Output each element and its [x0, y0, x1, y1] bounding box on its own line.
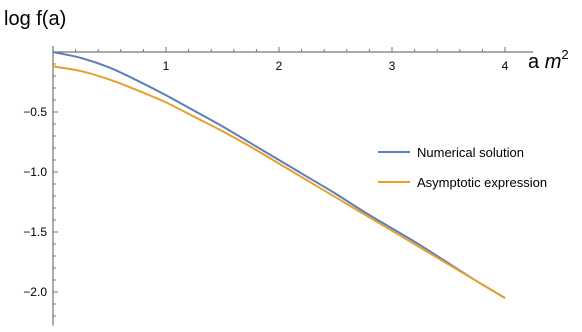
y-tick-label: −1.5 — [23, 225, 47, 239]
x-tick-label: 1 — [163, 59, 170, 73]
x-tick-label: 2 — [276, 59, 283, 73]
legend: Numerical solution Asymptotic expression — [378, 145, 547, 190]
x-tick-label: 4 — [502, 59, 509, 73]
x-axis-title-prefix: a — [528, 51, 545, 73]
legend-label: Numerical solution — [417, 145, 524, 160]
x-axis-title-var: m — [545, 51, 562, 73]
y-tick-label: −2.0 — [23, 285, 47, 299]
ticks: 1 2 3 4 −0.5 −1.0 −1.5 −2.0 — [23, 47, 509, 317]
axes — [52, 46, 534, 326]
y-tick-label: −0.5 — [23, 105, 47, 119]
series-line-numerical — [52, 51, 506, 299]
series-line-asymptotic — [52, 65, 506, 299]
y-tick-label: −1.0 — [23, 165, 47, 179]
legend-label: Asymptotic expression — [417, 175, 547, 190]
x-axis-title: a m2 — [528, 47, 569, 73]
x-axis-title-sup: 2 — [561, 47, 568, 62]
y-axis-title: log f(a) — [4, 8, 66, 30]
series — [52, 51, 506, 299]
x-tick-label: 3 — [389, 59, 396, 73]
